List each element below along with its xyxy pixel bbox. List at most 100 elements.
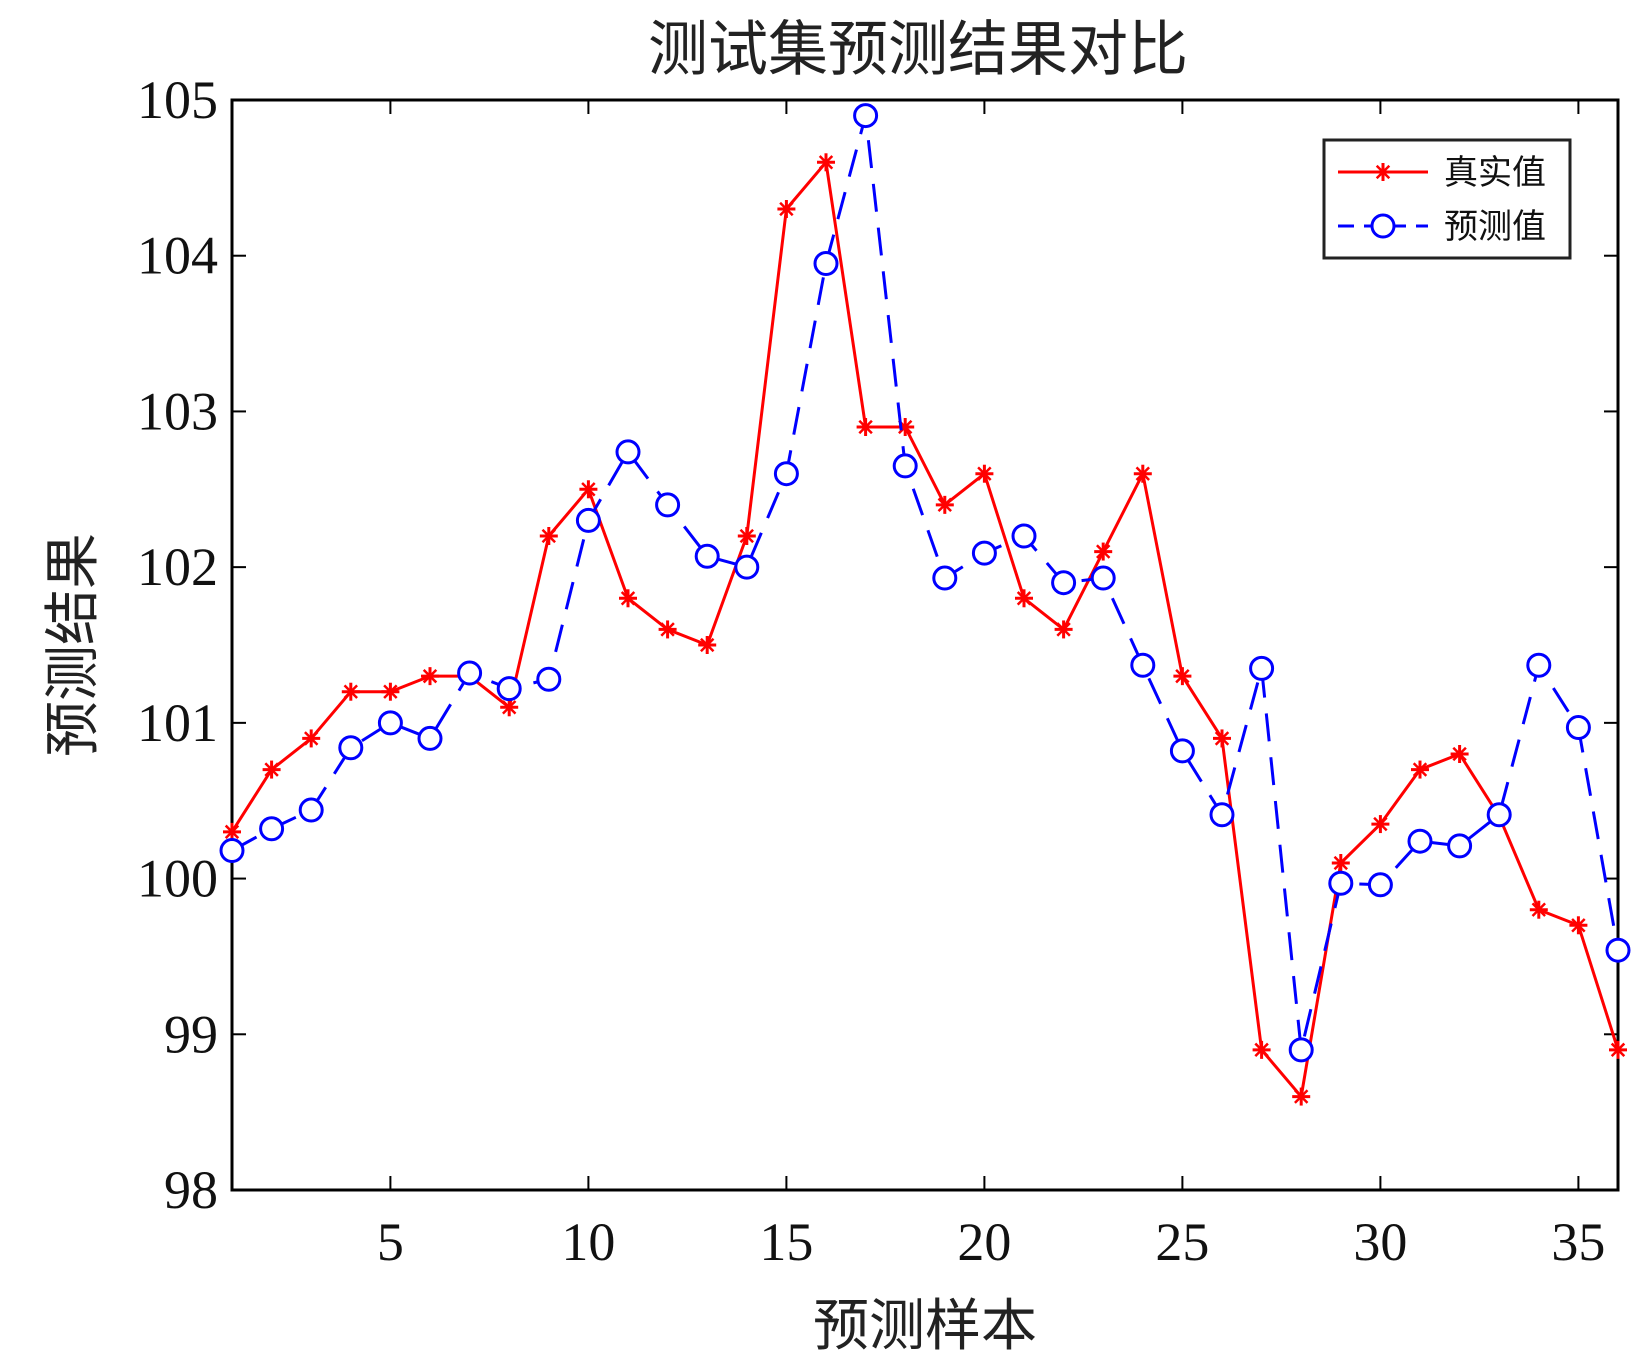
x-tick-label: 15 — [759, 1212, 813, 1272]
legend-asterisk-icon — [1374, 163, 1392, 181]
x-tick-label: 5 — [377, 1212, 404, 1272]
data-point-predicted — [971, 540, 997, 566]
y-tick-label: 99 — [164, 1004, 218, 1064]
data-point-predicted — [219, 838, 245, 864]
data-point-true — [1529, 900, 1548, 919]
data-point-predicted — [773, 461, 799, 487]
data-point-predicted — [1486, 802, 1512, 828]
data-point-predicted — [1051, 570, 1077, 596]
x-tick-label: 35 — [1551, 1212, 1605, 1272]
data-point-predicted — [1605, 937, 1631, 963]
data-point-predicted — [1407, 828, 1433, 854]
data-point-true — [1213, 729, 1231, 748]
data-point-true — [1054, 620, 1073, 639]
plot-area-frame — [230, 98, 1620, 1192]
data-point-predicted — [853, 103, 879, 129]
data-point-true — [500, 698, 519, 717]
data-point-predicted — [298, 797, 324, 823]
data-point-true — [1133, 464, 1152, 483]
data-point-true — [262, 760, 281, 779]
legend-marker-predicted — [1370, 213, 1396, 239]
data-point-true — [539, 527, 558, 545]
y-tick-label: 100 — [137, 849, 218, 909]
data-point-predicted — [1209, 802, 1235, 828]
data-point-predicted — [1367, 872, 1393, 898]
data-point-predicted — [1288, 1037, 1314, 1063]
data-point-predicted — [1130, 652, 1156, 678]
data-point-predicted — [536, 666, 562, 692]
series-line-predicted — [231, 114, 1620, 1052]
legend: 真实值 预测值 — [1322, 138, 1572, 260]
data-point-true — [975, 464, 994, 483]
data-point-true — [1015, 589, 1033, 608]
x-tick-label: 30 — [1353, 1212, 1407, 1272]
data-point-predicted — [1249, 655, 1275, 681]
data-point-true — [856, 418, 875, 436]
y-tick-label: 102 — [137, 537, 218, 597]
data-point-predicted — [813, 251, 839, 276]
series-true-values — [223, 153, 1627, 1106]
data-point-true — [341, 682, 360, 701]
data-point-true — [381, 682, 400, 701]
x-axis-label: 预测样本 — [813, 1294, 1037, 1359]
data-point-true — [1292, 1087, 1311, 1106]
axis-ticks: 5 10 15 20 25 30 35 98 99 100 101 102 103 104 105 — [137, 70, 1618, 1272]
legend-label-predicted: 预测值 — [1444, 207, 1546, 247]
data-point-true — [1252, 1040, 1271, 1059]
data-point-predicted — [615, 439, 641, 465]
data-point-predicted — [655, 492, 681, 518]
data-point-predicted — [694, 543, 720, 569]
data-point-predicted — [259, 816, 285, 842]
data-point-predicted — [1011, 523, 1037, 549]
data-point-predicted — [1526, 652, 1552, 678]
data-point-true — [817, 153, 835, 172]
y-tick-label: 105 — [137, 70, 218, 130]
data-point-predicted — [496, 676, 522, 702]
legend-label-true: 真实值 — [1444, 153, 1546, 193]
x-tick-label: 10 — [561, 1212, 615, 1272]
data-point-true — [1609, 1040, 1627, 1059]
y-tick-label: 103 — [137, 381, 218, 441]
data-point-true — [658, 620, 677, 639]
legend-box — [1322, 138, 1572, 260]
data-point-predicted — [457, 660, 483, 686]
data-point-true — [1331, 854, 1350, 872]
data-point-predicted — [932, 565, 958, 591]
data-point-true — [777, 200, 796, 218]
data-point-true — [698, 636, 717, 654]
data-point-predicted — [338, 735, 364, 761]
data-point-true — [1371, 815, 1390, 834]
data-point-predicted — [1090, 565, 1116, 591]
y-tick-label: 104 — [137, 226, 218, 286]
data-point-true — [1450, 745, 1469, 763]
data-point-true — [223, 822, 241, 841]
y-axis-label: 预测结果 — [41, 533, 106, 757]
data-point-predicted — [892, 453, 918, 479]
data-point-true — [1411, 760, 1429, 779]
data-point-predicted — [1328, 870, 1354, 896]
y-tick-label: 98 — [164, 1160, 218, 1220]
data-point-predicted — [377, 710, 403, 736]
data-point-predicted — [417, 725, 443, 751]
chart-title: 测试集预测结果对比 — [648, 15, 1188, 85]
x-tick-label: 25 — [1155, 1212, 1209, 1272]
data-point-predicted — [1169, 738, 1195, 764]
data-point-true — [421, 667, 439, 686]
series-predicted-values — [219, 103, 1631, 1063]
legend-marker-true — [1374, 163, 1392, 181]
data-point-true — [619, 589, 637, 608]
data-point-true — [935, 495, 954, 514]
data-point-true — [1094, 542, 1113, 561]
data-point-true — [302, 729, 321, 748]
data-point-true — [1569, 916, 1588, 935]
data-point-true — [1173, 667, 1192, 686]
legend-circle-icon — [1370, 213, 1396, 239]
data-point-predicted — [575, 507, 601, 533]
series-line-true — [230, 160, 1620, 1099]
series-layer — [219, 103, 1631, 1106]
data-point-true — [579, 480, 598, 499]
x-tick-label: 20 — [957, 1212, 1011, 1272]
data-point-predicted — [1565, 715, 1591, 741]
